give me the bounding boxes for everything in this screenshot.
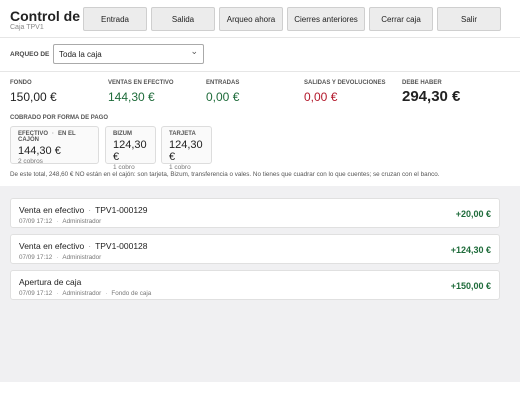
stat-label: SALIDAS Y DEVOLUCIONES: [304, 80, 386, 86]
stat-value: 294,30 €: [402, 88, 461, 105]
card-label: TARJETA: [169, 131, 196, 137]
card-label: BIZUM: [113, 131, 132, 137]
divider: [0, 71, 520, 72]
movement-ref: TPV1-000129: [95, 205, 148, 215]
movement-time: 07/09 17:12: [19, 254, 53, 261]
divider: [0, 37, 520, 38]
payment-card: EFECTIVO · EN EL CAJÓN 144,30 € 2 cobros: [10, 126, 99, 165]
movement-user: Administrador: [62, 290, 102, 297]
stat: DEBE HABER 294,30 €: [402, 80, 460, 105]
movement-time: 07/09 17:12: [19, 218, 53, 225]
filter-label: ARQUEO DE: [10, 51, 50, 58]
button[interactable]: Cierres anteriores: [287, 7, 365, 31]
movement-ref: TPV1-000128: [95, 241, 148, 251]
filter-select[interactable]: Toda la caja: [53, 44, 204, 64]
page-title: Control de caj: [10, 8, 104, 24]
movement-title: Venta en efectivo: [19, 205, 85, 215]
movement-amount: +124,30 €: [450, 245, 491, 255]
stat-label: VENTAS EN EFECTIVO: [108, 80, 174, 86]
movement[interactable]: Venta en efectivo · TPV1-000129 07/09 17:1…: [10, 198, 500, 228]
page-subtitle: Caja TPV1: [10, 24, 44, 31]
stat-label: FONDO: [10, 80, 32, 86]
section-title: COBRADO POR FORMA DE PAGO: [10, 115, 109, 121]
stat: ENTRADAS 0,00 €: [206, 80, 239, 104]
button[interactable]: Cerrar caja: [369, 7, 433, 31]
movement-amount: +150,00 €: [450, 281, 491, 291]
movement-title: Venta en efectivo: [19, 241, 85, 251]
card-count: 1 cobro: [169, 164, 191, 171]
stat-value: 150,00 €: [10, 90, 57, 104]
payment-card: BIZUM 124,30 € 1 cobro: [105, 126, 156, 171]
card-count: 2 cobros: [18, 158, 43, 165]
card-label: EFECTIVO: [18, 131, 49, 137]
payment-card: TARJETA 124,30 € 1 cobro: [161, 126, 212, 171]
movement-time: 07/09 17:12: [19, 290, 53, 297]
stat-value: 0,00 €: [304, 90, 338, 104]
stat: FONDO 150,00 €: [10, 80, 57, 104]
movement-user: Administrador: [62, 254, 102, 261]
stat: VENTAS EN EFECTIVO 144,30 €: [108, 80, 174, 104]
stat: SALIDAS Y DEVOLUCIONES 0,00 €: [304, 80, 385, 104]
movement-amount: +20,00 €: [455, 209, 491, 219]
movement-title: Apertura de caja: [19, 277, 82, 287]
card-tag: EN EL CAJÓN: [18, 131, 76, 143]
movement-extra: Fondo de caja: [111, 290, 152, 297]
button[interactable]: Salida: [151, 7, 215, 31]
button[interactable]: Arqueo ahora: [219, 7, 283, 31]
card-count: 1 cobro: [113, 164, 135, 171]
stat-label: ENTRADAS: [206, 80, 240, 86]
button[interactable]: Salir: [437, 7, 501, 31]
card-amount: 144,30 €: [18, 145, 61, 157]
movement[interactable]: Venta en efectivo · TPV1-000128 07/09 17:1…: [10, 234, 500, 264]
stat-value: 144,30 €: [108, 90, 155, 104]
stat-label: DEBE HABER: [402, 80, 442, 86]
note: De este total, 248,60 € NO están en el c…: [10, 171, 440, 178]
button[interactable]: Entrada: [83, 7, 147, 31]
filter-value: Toda la caja: [59, 50, 102, 59]
movement[interactable]: Apertura de caja 07/09 17:12 · Administrad…: [10, 270, 500, 300]
stat-value: 0,00 €: [206, 90, 240, 104]
movement-user: Administrador: [62, 218, 102, 225]
card-amount: 124,30 €: [113, 139, 147, 163]
card-amount: 124,30 €: [169, 139, 203, 163]
